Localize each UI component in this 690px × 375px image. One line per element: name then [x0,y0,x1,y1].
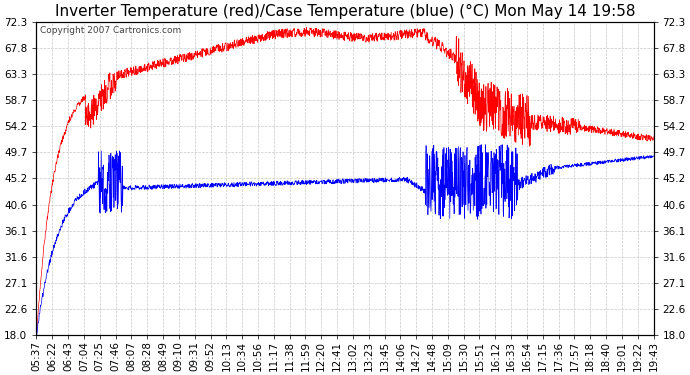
Text: Copyright 2007 Cartronics.com: Copyright 2007 Cartronics.com [39,27,181,36]
Title: Inverter Temperature (red)/Case Temperature (blue) (°C) Mon May 14 19:58: Inverter Temperature (red)/Case Temperat… [55,4,635,19]
